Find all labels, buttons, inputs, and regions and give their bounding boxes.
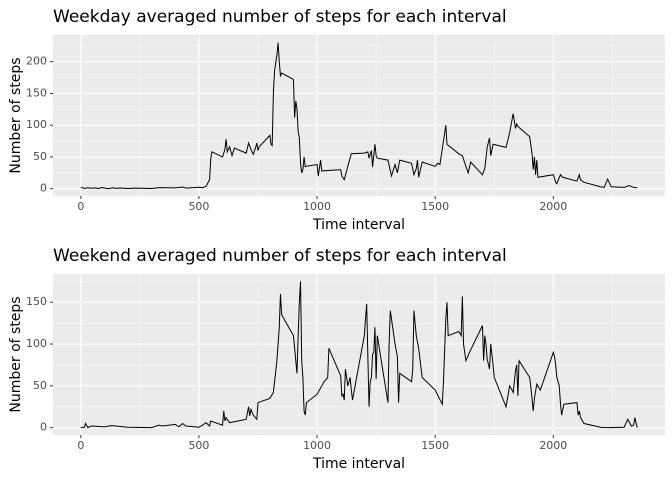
data-line [80, 281, 638, 429]
x-tick-label: 2000 [539, 439, 567, 452]
chart-title: Weekend averaged number of steps for eac… [53, 246, 507, 266]
x-tick-label: 1000 [303, 439, 331, 452]
y-tick-label: 50 [33, 379, 47, 392]
y-tick-label: 150 [26, 295, 47, 308]
y-tick-label: 50 [33, 150, 47, 163]
y-tick-label: 200 [26, 55, 47, 68]
x-tick-label: 1000 [303, 200, 331, 213]
x-tick-label: 1500 [421, 200, 449, 213]
y-tick-label: 150 [26, 86, 47, 99]
y-tick-label: 0 [40, 421, 47, 434]
x-tick-label: 2000 [539, 200, 567, 213]
x-tick-label: 0 [77, 200, 84, 213]
x-tick-label: 500 [188, 200, 209, 213]
x-axis-title: Time interval [312, 456, 405, 472]
x-tick-label: 0 [77, 439, 84, 452]
panel-background [53, 35, 665, 196]
x-tick-label: 500 [188, 439, 209, 452]
data-line [80, 42, 638, 190]
y-tick-label: 100 [26, 118, 47, 131]
y-tick-label: 0 [40, 182, 47, 195]
y-axis-title: Number of steps [8, 57, 24, 173]
x-axis-title: Time interval [312, 217, 405, 233]
panel-background [53, 274, 665, 435]
y-tick-label: 100 [26, 337, 47, 350]
chart-title: Weekday averaged number of steps for eac… [53, 7, 507, 27]
x-tick-label: 1500 [421, 439, 449, 452]
y-axis-title: Number of steps [8, 296, 24, 412]
